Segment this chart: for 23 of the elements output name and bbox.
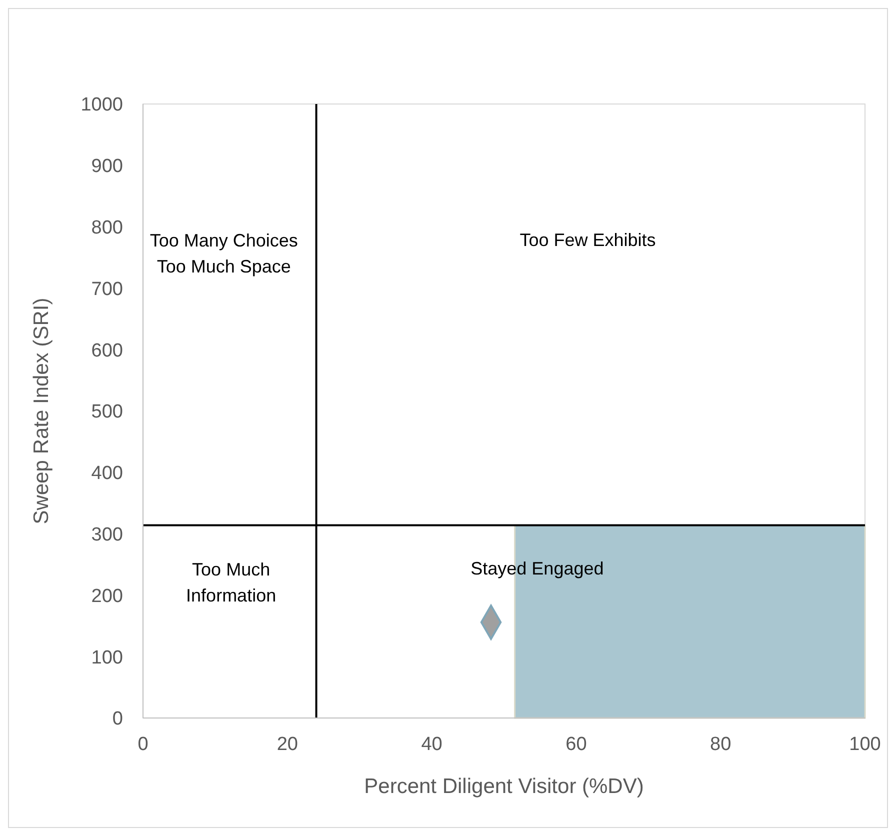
y-tick-label: 800 <box>91 217 123 238</box>
x-tick-label: 60 <box>566 734 587 755</box>
y-axis-title: Sweep Rate Index (SRI) <box>30 298 53 524</box>
y-tick-label: 0 <box>112 708 123 730</box>
x-axis-title: Percent Diligent Visitor (%DV) <box>364 775 644 798</box>
x-tick-label: 20 <box>276 734 298 755</box>
annotation: Too Much Information <box>186 560 276 606</box>
annotation: Stayed Engaged <box>470 558 604 578</box>
y-tick-label: 1000 <box>80 94 123 116</box>
y-tick-label: 400 <box>91 463 123 484</box>
y-tick-label: 500 <box>91 402 123 423</box>
x-tick-label: 0 <box>138 734 148 755</box>
y-tick-label: 700 <box>91 278 123 300</box>
y-tick-label: 100 <box>91 647 123 668</box>
annotation: Too Few Exhibits <box>520 230 656 250</box>
y-tick-label: 300 <box>91 524 123 546</box>
x-tick-label: 100 <box>849 734 881 755</box>
x-tick-label: 40 <box>421 734 442 755</box>
y-tick-label: 600 <box>91 340 123 362</box>
x-tick-label: 80 <box>710 734 732 755</box>
y-tick-label: 200 <box>91 586 123 607</box>
y-tick-label: 900 <box>91 156 123 178</box>
annotation: Too Many Choices Too Much Space <box>150 230 298 276</box>
